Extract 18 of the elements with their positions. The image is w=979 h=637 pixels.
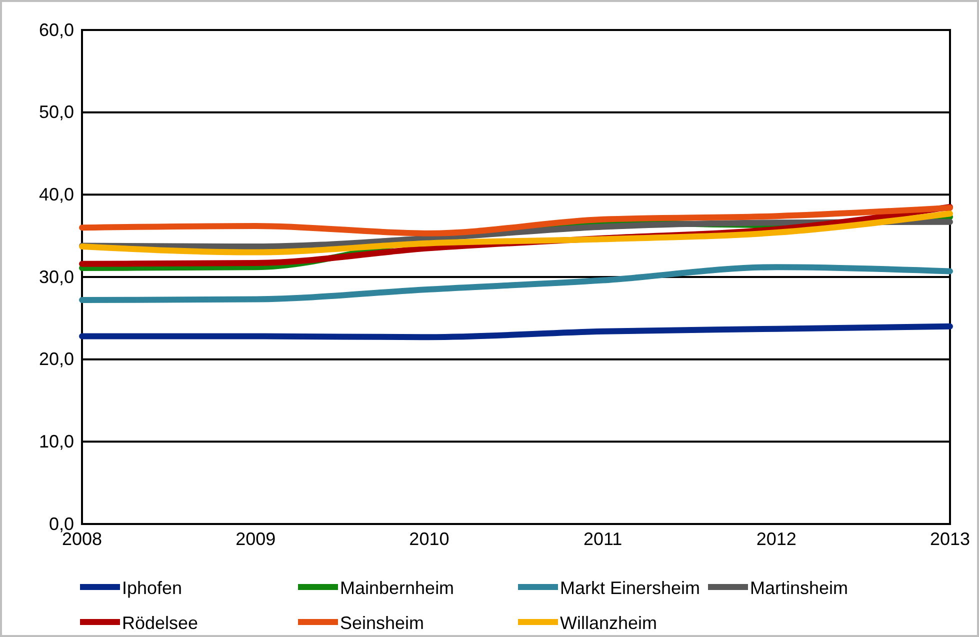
x-tick-label: 2011 xyxy=(583,528,622,549)
legend-label: Rödelsee xyxy=(122,613,198,633)
legend-label: Mainbernheim xyxy=(340,578,454,598)
y-tick-label: 30,0 xyxy=(38,266,74,287)
x-tick-label: 2009 xyxy=(236,528,276,549)
x-tick-label: 2010 xyxy=(409,528,450,549)
legend-label: Iphofen xyxy=(122,578,182,598)
x-tick-label: 2013 xyxy=(930,528,970,549)
legend-label: Willanzheim xyxy=(560,613,658,633)
x-tick-label: 2012 xyxy=(756,528,796,549)
legend-label: Martinsheim xyxy=(750,578,848,598)
y-tick-label: 40,0 xyxy=(38,184,74,204)
legend-label: Seinsheim xyxy=(340,613,424,633)
legend-label: Markt Einersheim xyxy=(560,578,700,598)
y-tick-label: 60,0 xyxy=(38,20,74,40)
y-tick-label: 50,0 xyxy=(38,102,74,122)
y-tick-label: 20,0 xyxy=(38,349,74,370)
y-tick-label: 10,0 xyxy=(38,431,74,452)
